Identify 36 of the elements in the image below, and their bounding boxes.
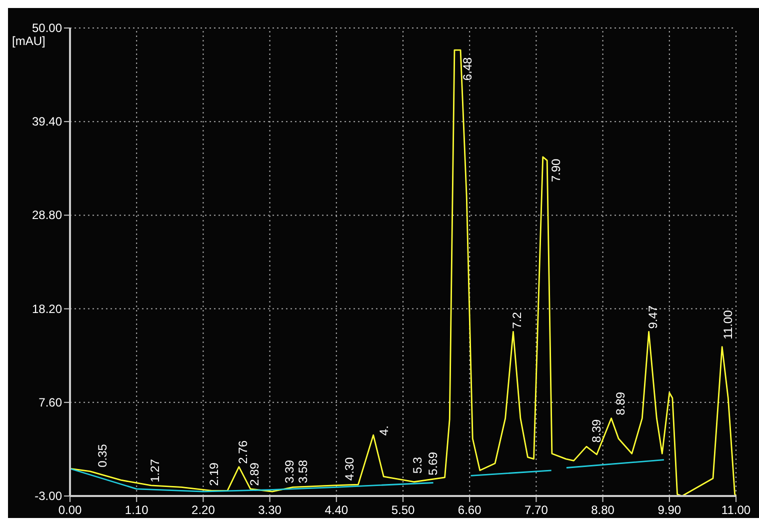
- annotation: 6.48: [460, 56, 475, 81]
- x-tick-label: 3.30: [258, 503, 282, 517]
- x-tick-label: 8.80: [591, 503, 615, 517]
- y-axis-title: [mAU]: [12, 34, 46, 48]
- annotation: 3.58: [296, 460, 310, 484]
- annotation: 8.39: [590, 418, 604, 443]
- y-tick-label: -3.00: [34, 489, 62, 503]
- x-tick-label: 5.50: [391, 503, 415, 517]
- annotation: 2.76: [236, 440, 250, 464]
- y-tick-label: 39.40: [32, 114, 62, 129]
- annotation: 9.47: [646, 305, 660, 329]
- annotation: 0.35: [95, 444, 110, 468]
- annotation: 1.27: [148, 458, 162, 482]
- y-tick-label: 28.80: [32, 208, 62, 222]
- x-tick-label: 9.90: [658, 503, 682, 517]
- annotation: 4.30: [342, 456, 356, 481]
- annotation: 5.3: [410, 456, 424, 474]
- x-tick-label: 2.20: [192, 503, 216, 517]
- y-tick-label: 50.00: [32, 21, 62, 35]
- annotation: 5.69: [426, 452, 440, 476]
- annotation: 7.2: [510, 312, 524, 329]
- x-tick-label: 1.10: [124, 503, 149, 517]
- annotation: 2.89: [247, 462, 262, 486]
- annotation: 7.90: [548, 158, 563, 182]
- x-tick-label: 0.00: [58, 503, 82, 517]
- x-tick-label: 7.70: [524, 503, 548, 517]
- annotation: 3.39: [282, 460, 297, 484]
- annotation: 4.: [376, 426, 391, 436]
- annotation: 8.89: [614, 392, 628, 416]
- annotation: 11.00: [720, 310, 735, 340]
- x-tick-label: 4.40: [324, 503, 348, 517]
- x-tick-label: 6.60: [458, 503, 482, 517]
- x-tick-label: 11.00: [721, 503, 751, 517]
- annotation: 2.19: [206, 462, 221, 486]
- y-tick-label: 7.60: [38, 395, 62, 410]
- y-tick-label: 18.20: [32, 302, 62, 316]
